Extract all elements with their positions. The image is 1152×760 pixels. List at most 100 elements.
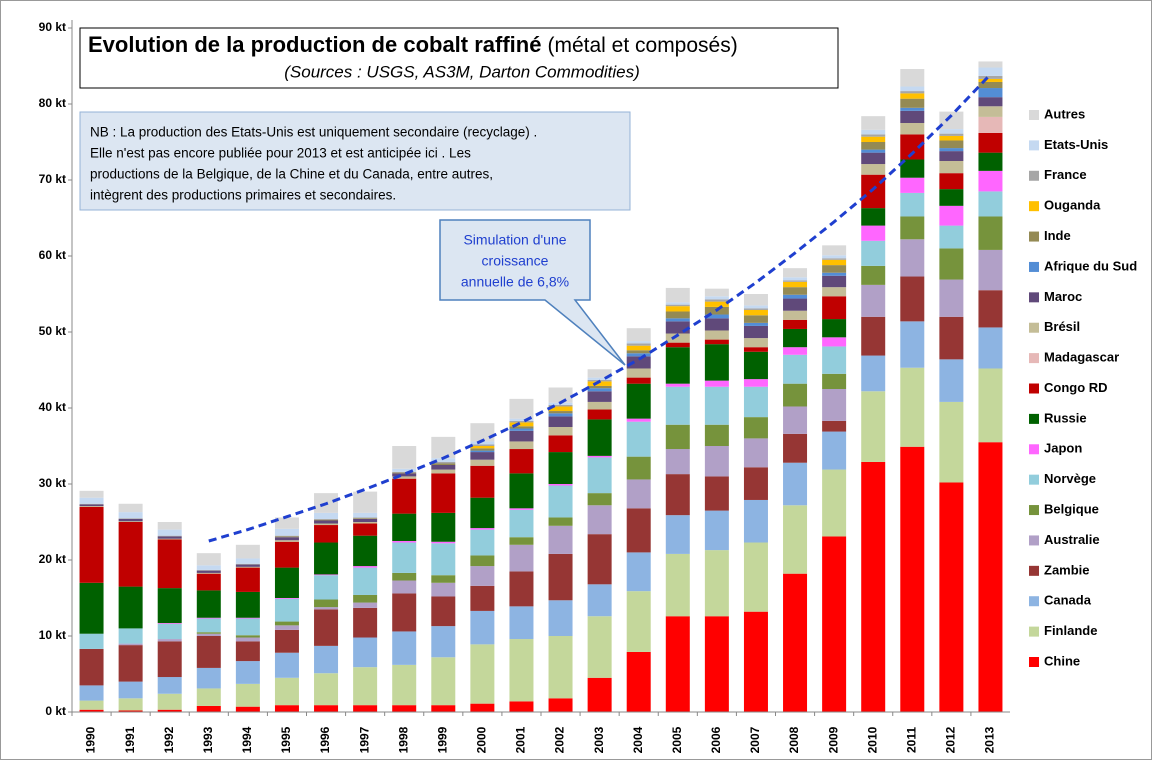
bar-segment (587, 385, 612, 389)
bar-segment (978, 75, 1003, 79)
bar-segment (861, 355, 886, 392)
x-tick-label: 2000 (475, 726, 489, 753)
bar-segment (431, 575, 456, 583)
legend-swatch (1029, 231, 1039, 242)
bar-segment (665, 311, 690, 319)
bar-segment (235, 706, 260, 712)
bar-segment (118, 512, 143, 519)
bar-segment (822, 373, 847, 389)
bar-segment (587, 457, 612, 494)
x-tick-label: 2011 (904, 727, 918, 753)
bar-segment (978, 81, 1003, 89)
bar-segment (861, 142, 886, 150)
bar-segment (157, 623, 182, 624)
bar-segment (900, 216, 925, 240)
bar-segment (665, 318, 690, 322)
bar-segment (822, 255, 847, 259)
bar-segment (939, 189, 964, 206)
bar-segment (704, 330, 729, 340)
annotation-line: Simulation d'une (463, 232, 566, 248)
bar-segment (79, 633, 104, 649)
bar-segment (587, 677, 612, 712)
legend-swatch (1029, 444, 1039, 455)
bar-segment (79, 504, 104, 507)
bar-segment (353, 667, 378, 706)
bar-segment (235, 618, 260, 636)
bar-segment (509, 449, 534, 474)
bar-segment (978, 106, 1003, 117)
bars (79, 61, 1003, 712)
bar-segment (626, 479, 651, 509)
bar-segment (509, 398, 534, 419)
bar-segment (861, 164, 886, 175)
bar-segment (665, 449, 690, 475)
bar-segment (392, 468, 417, 472)
bar-segment (626, 377, 651, 384)
bar-segment (470, 566, 495, 586)
bar-segment (978, 152, 1003, 171)
bar-segment (274, 705, 299, 712)
bar-segment (431, 543, 456, 576)
bar-segment (196, 570, 221, 573)
bar-segment (118, 628, 143, 644)
bar-segment (314, 599, 339, 608)
x-tick-label: 2007 (748, 726, 762, 753)
bar-segment (665, 515, 690, 554)
title-note: (métal et composés) (547, 34, 737, 57)
bar-segment (822, 265, 847, 273)
bar-segment (509, 509, 534, 538)
bar-segment (665, 342, 690, 348)
note-line: NB : La production des Etats-Unis est un… (90, 125, 537, 140)
bar-segment (470, 446, 495, 449)
bar-segment (509, 544, 534, 572)
bar-segment (196, 572, 221, 574)
bar-segment (118, 522, 143, 587)
bar-segment (196, 565, 221, 570)
bar-segment (79, 503, 104, 505)
bar-segment (470, 465, 495, 498)
bar-segment (978, 290, 1003, 328)
bar-segment (353, 518, 378, 522)
bar-segment (235, 563, 260, 565)
bar-segment (704, 550, 729, 617)
bar-segment (743, 294, 768, 306)
bar-segment (79, 685, 104, 701)
bar-segment (274, 629, 299, 653)
bar-segment (587, 377, 612, 380)
bar-segment (704, 314, 729, 319)
bar-segment (274, 541, 299, 568)
bar-segment (587, 584, 612, 617)
bar-segment (626, 552, 651, 592)
x-tick-label: 1996 (318, 726, 332, 753)
bar-segment (548, 636, 573, 699)
bar-segment (587, 419, 612, 456)
bar-segment (314, 705, 339, 712)
legend-swatch (1029, 657, 1039, 667)
bar-segment (626, 343, 651, 346)
bar-segment (274, 625, 299, 630)
annotation-line: annuelle de 6,8% (461, 274, 569, 290)
bar-segment (470, 610, 495, 645)
bar-segment (783, 462, 808, 506)
bar-segment (157, 536, 182, 539)
bar-segment (353, 518, 378, 519)
bar-segment (587, 381, 612, 386)
bar-segment (783, 281, 808, 288)
bar-segment (314, 542, 339, 575)
bar-segment (314, 520, 339, 524)
legend-label: Afrique du Sud (1044, 258, 1137, 273)
x-tick-label: 2013 (983, 726, 997, 753)
y-tick-label: 80 kt (39, 96, 66, 110)
bar-segment (314, 518, 339, 520)
bar-segment (235, 641, 260, 662)
bar-segment (157, 539, 182, 589)
title-main: Evolution de la production de cobalt raf… (88, 32, 541, 57)
bar-segment (314, 574, 339, 576)
bar-segment (431, 541, 456, 544)
bar-segment (353, 566, 378, 568)
bar-segment (861, 149, 886, 153)
legend-label: Madagascar (1044, 350, 1119, 365)
legend-label: Chine (1044, 653, 1080, 668)
legend-swatch (1029, 383, 1039, 394)
